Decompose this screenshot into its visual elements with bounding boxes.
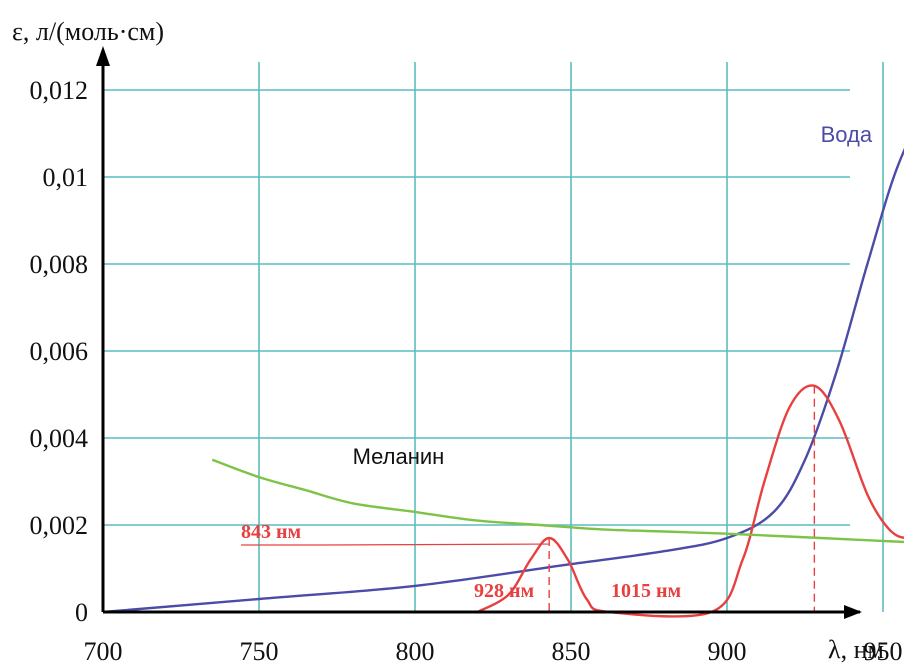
x-axis-arrow [844, 605, 862, 619]
y-axis-title: ε, л/(моль·см) [12, 17, 164, 46]
x-tick-label-0: 700 [84, 637, 123, 666]
y-tick-label-6: 0,012 [30, 76, 89, 105]
annotations: 843 нм 928 нм 1015 нм [241, 385, 816, 612]
series-line-2 [211, 458, 904, 544]
y-tick-label-2: 0,004 [30, 424, 89, 453]
series-line-1 [476, 384, 904, 618]
series-label-2: Меланин [353, 444, 445, 469]
y-tick-label-1: 0,002 [30, 511, 89, 540]
grid [102, 62, 884, 612]
y-tick-label-5: 0,01 [43, 163, 89, 192]
peak-label-1: 928 нм [474, 580, 534, 602]
x-tick-label-3: 850 [552, 637, 591, 666]
axes [96, 46, 862, 619]
peak-label-2: 1015 нм [611, 580, 681, 602]
peak-leader-0 [241, 543, 550, 546]
peak-label-0: 843 нм [241, 521, 301, 543]
x-tick-label-1: 750 [240, 637, 279, 666]
x-tick-label-2: 800 [396, 637, 435, 666]
series-labels: ВодаГлюкозаМеланин [353, 122, 873, 469]
tick-labels: 70075080085090095010001050110000,0020,00… [30, 76, 903, 666]
series-group [102, 147, 904, 618]
y-axis-arrow [96, 46, 110, 66]
y-tick-label-4: 0,008 [30, 250, 89, 279]
x-tick-label-4: 900 [708, 637, 747, 666]
x-axis-title: λ, нм [828, 635, 884, 664]
y-tick-label-3: 0,006 [30, 337, 89, 366]
y-tick-label-0: 0 [75, 598, 88, 627]
series-label-0: Вода [821, 122, 873, 147]
x-tick-label-5: 950 [864, 637, 903, 666]
